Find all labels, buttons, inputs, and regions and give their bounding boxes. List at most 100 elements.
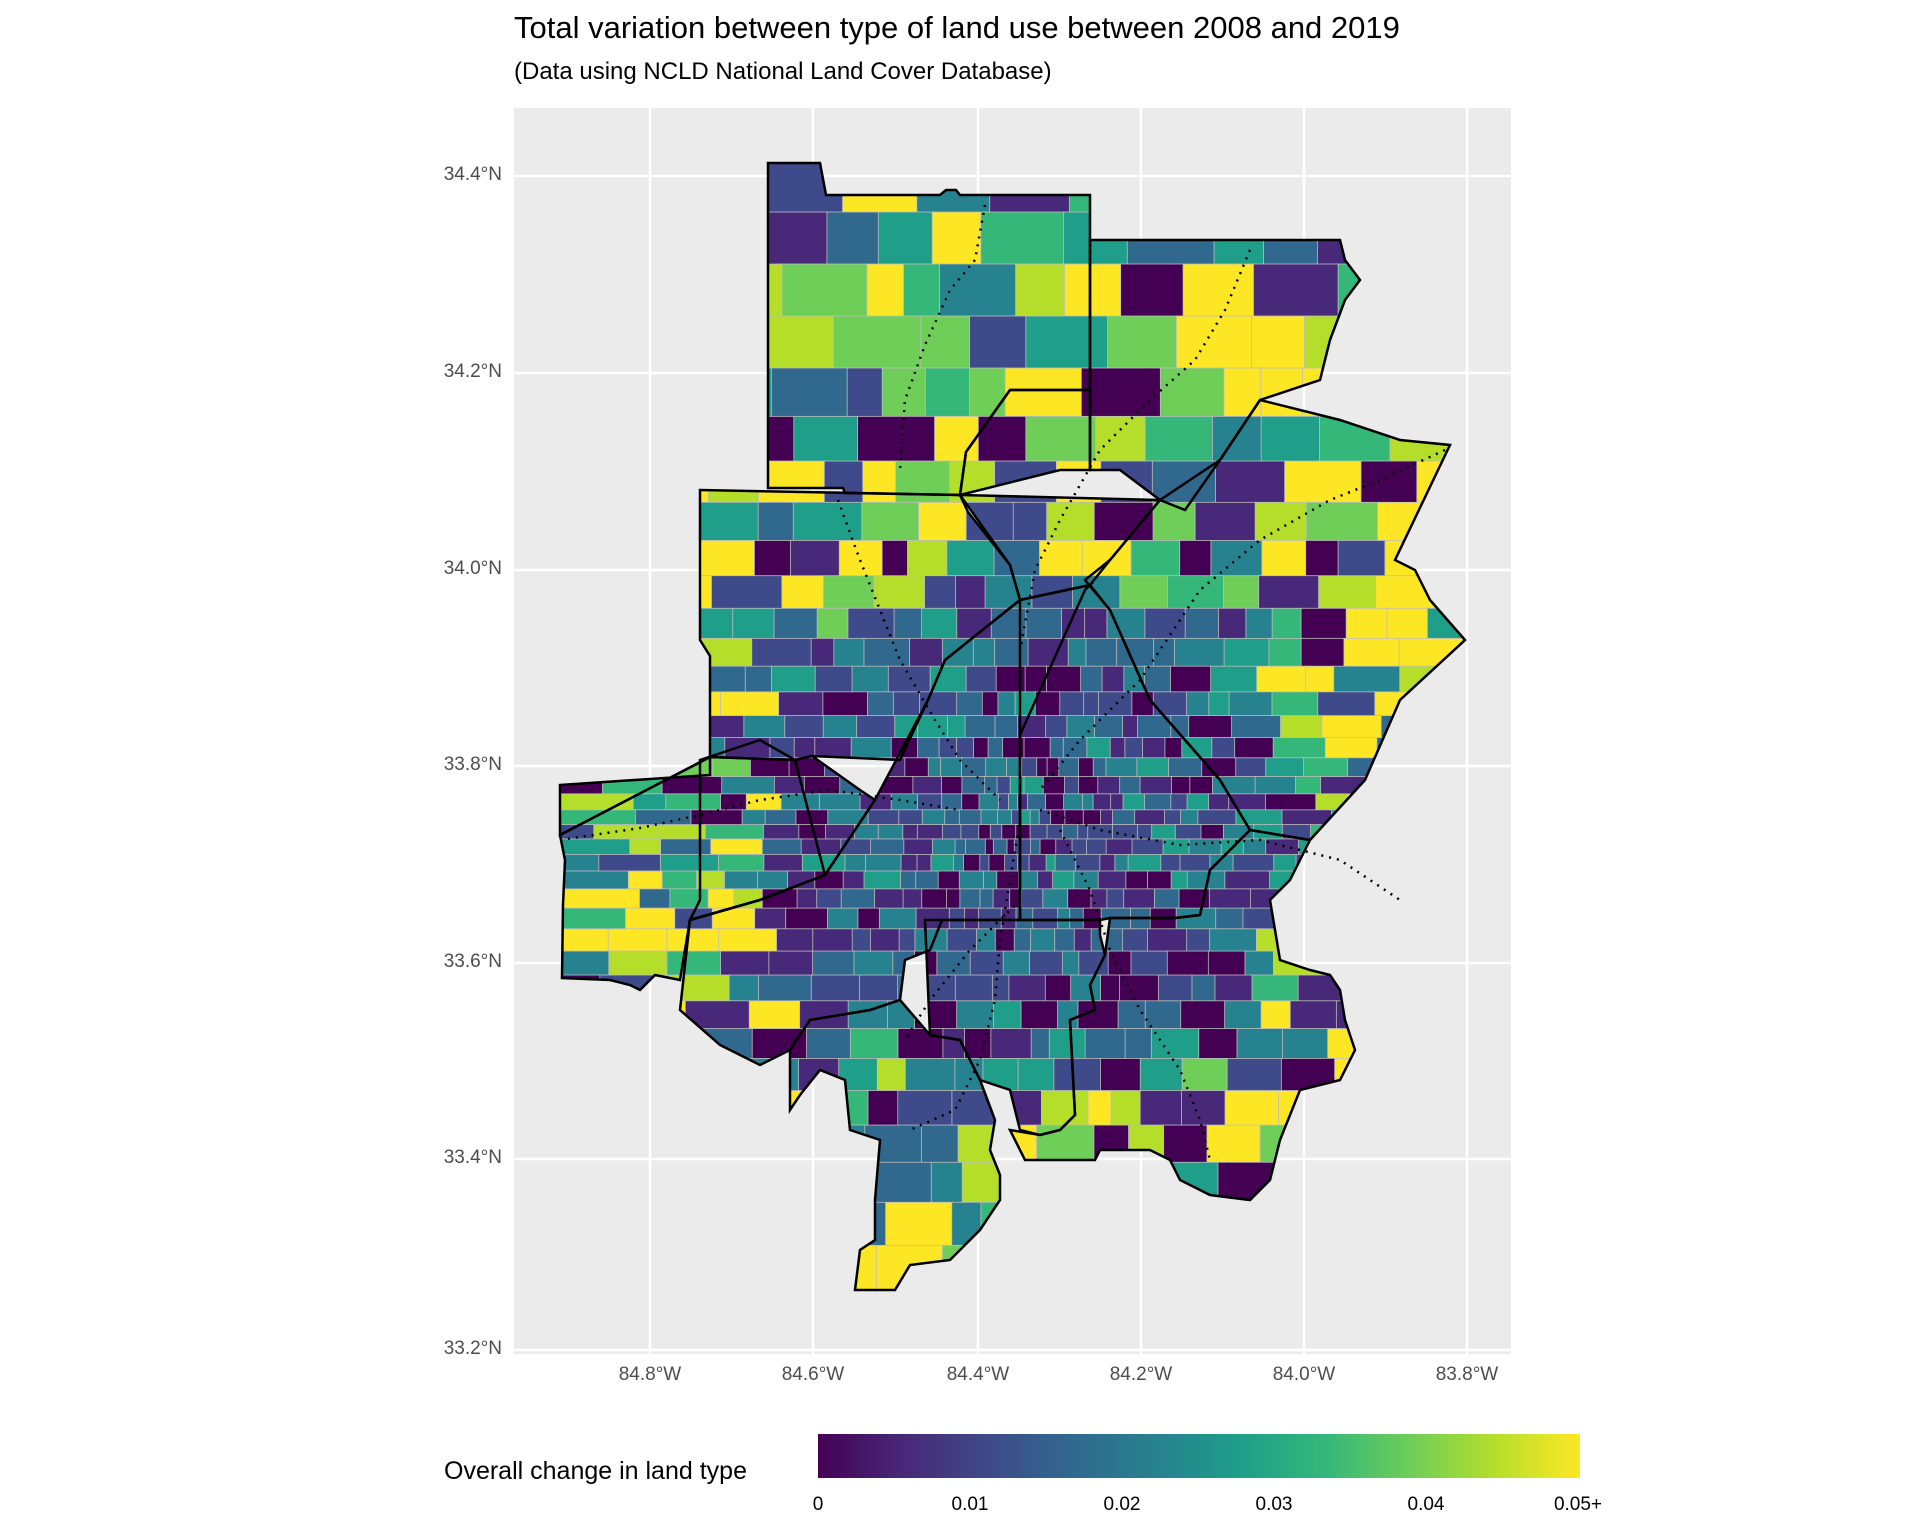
- census-tract: [941, 637, 975, 668]
- census-tract: [940, 757, 963, 778]
- census-tract: [1218, 607, 1247, 640]
- census-tract: [560, 838, 631, 856]
- census-tract: [826, 211, 880, 265]
- census-tract: [930, 1161, 964, 1204]
- census-tract: [1057, 907, 1071, 930]
- x-tick-label: 84.8°W: [618, 1364, 682, 1385]
- census-tract: [1284, 460, 1362, 504]
- x-tick-label: 84.0°W: [1272, 1364, 1336, 1385]
- census-tract: [954, 838, 967, 856]
- legend-tick-label: 0.01: [951, 1494, 989, 1515]
- census-tract: [1083, 691, 1100, 717]
- census-tract: [851, 665, 890, 693]
- census-tract: [918, 501, 968, 542]
- legend-tick-label: 0: [812, 1494, 824, 1515]
- census-tract: [1256, 665, 1307, 693]
- census-tract: [881, 367, 927, 418]
- census-tract: [1130, 950, 1169, 976]
- census-tract: [1087, 1090, 1112, 1126]
- census-tract: [659, 853, 720, 872]
- census-tract: [1289, 1000, 1338, 1030]
- highway-line: [559, 788, 961, 842]
- census-tract: [1154, 888, 1180, 910]
- census-tract: [924, 367, 971, 418]
- census-tract: [1208, 888, 1252, 910]
- census-tract: [763, 824, 800, 840]
- census-tract: [948, 907, 966, 930]
- census-tract: [711, 575, 783, 610]
- census-tract: [1023, 737, 1052, 759]
- census-tract: [957, 1124, 994, 1164]
- census-tract: [1198, 1028, 1238, 1060]
- census-tract: [1164, 737, 1183, 759]
- census-tract: [812, 950, 855, 976]
- census-tract: [921, 809, 946, 826]
- census-tract: [964, 1028, 992, 1060]
- census-tract: [941, 824, 962, 840]
- census-tract: [1184, 607, 1220, 640]
- census-tract: [819, 793, 861, 811]
- census-tract: [1131, 838, 1164, 856]
- census-tract: [846, 367, 884, 418]
- census-tract: [1049, 737, 1065, 759]
- census-tract: [792, 501, 863, 542]
- census-tract: [979, 853, 990, 872]
- census-tract: [744, 665, 773, 693]
- census-tract: [1025, 607, 1063, 640]
- census-tract: [956, 737, 975, 759]
- census-tract: [1016, 715, 1047, 739]
- census-tract: [1208, 691, 1230, 717]
- census-tract: [1197, 809, 1237, 826]
- census-tract: [1110, 793, 1124, 811]
- census-tract: [1084, 1028, 1127, 1060]
- census-tract: [1119, 974, 1160, 1002]
- census-tract: [1021, 757, 1038, 778]
- census-tract: [1084, 607, 1108, 640]
- census-tract: [1008, 793, 1019, 811]
- census-tract: [862, 460, 897, 504]
- census-tract: [720, 950, 770, 976]
- census-tract: [1180, 809, 1199, 826]
- census-tract: [1188, 838, 1223, 856]
- census-tract: [853, 950, 894, 976]
- census-tract: [997, 691, 1016, 717]
- census-tract: [666, 928, 720, 952]
- census-tract: [1150, 1028, 1200, 1060]
- census-tract: [847, 1000, 889, 1030]
- census-tract: [1036, 1124, 1095, 1164]
- census-tract: [1321, 715, 1383, 739]
- census-tract: [897, 1090, 953, 1126]
- census-tract: [867, 809, 900, 826]
- census-tract: [1295, 776, 1322, 795]
- census-tract: [1099, 853, 1116, 872]
- census-tract: [704, 824, 765, 840]
- chart-subtitle: (Data using NCLD National Land Cover Dat…: [514, 58, 1052, 85]
- county-boundary-cherokee: [1088, 238, 1362, 512]
- census-tract: [1182, 263, 1255, 317]
- census-tract: [878, 907, 917, 930]
- county-boundary-cobb: [698, 488, 1022, 762]
- census-tract: [1045, 793, 1065, 811]
- census-tract: [902, 824, 919, 840]
- census-tract: [1242, 838, 1267, 856]
- census-tract: [934, 415, 980, 462]
- census-tract: [972, 637, 996, 668]
- census-tract: [728, 974, 760, 1002]
- census-tract: [1163, 1124, 1208, 1164]
- census-tract: [1116, 637, 1155, 668]
- census-tract: [790, 540, 841, 577]
- census-tract: [877, 211, 934, 265]
- census-tract: [833, 637, 865, 668]
- census-tract: [1025, 315, 1109, 369]
- census-tract: [560, 928, 610, 952]
- census-tract: [1300, 607, 1348, 640]
- legend-tick-label: 0.03: [1255, 1494, 1293, 1515]
- census-tract: [1142, 737, 1166, 759]
- census-tract: [954, 1058, 984, 1092]
- census-tract: [757, 460, 826, 504]
- census-tract: [1093, 501, 1154, 542]
- census-tract: [870, 838, 905, 856]
- census-tract: [1131, 691, 1155, 717]
- census-tract: [924, 575, 957, 610]
- census-tract: [927, 757, 942, 778]
